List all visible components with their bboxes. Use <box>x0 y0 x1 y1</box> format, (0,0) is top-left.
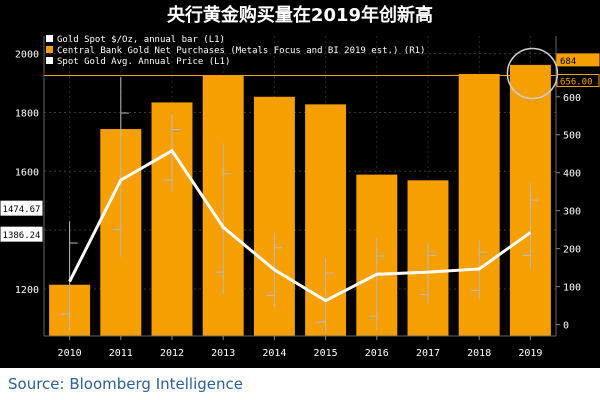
left-tick-label: 2000 <box>15 50 39 61</box>
x-tick-label: 2013 <box>211 348 235 359</box>
left-value-tag-box <box>0 200 43 216</box>
highlight-circle <box>506 47 559 100</box>
left-value-tag-box <box>0 226 43 242</box>
value-tags: 1474.67 1386.24 684 656.00 <box>0 53 600 242</box>
x-tick-label: 2011 <box>109 348 133 359</box>
right-tick-label: 600 <box>563 93 581 104</box>
range-series <box>61 77 539 334</box>
x-tick-label: 2012 <box>160 348 184 359</box>
line-series <box>68 148 532 303</box>
right-tick-label: 0 <box>563 321 569 332</box>
x-tick-label: 2019 <box>518 348 542 359</box>
source-note: Source: Bloomberg Intelligence <box>0 368 600 400</box>
right-value-tag-box <box>556 53 600 67</box>
bar-series <box>49 64 551 337</box>
right-value-tag-label: 656.00 <box>560 77 593 87</box>
highlight-circle-ring <box>506 47 559 100</box>
left-value-tag-label: 1386.24 <box>3 231 41 241</box>
right-tick-label: 100 <box>563 283 581 294</box>
legend-label: Gold Spot $/Oz, annual bar (L1) <box>57 35 225 45</box>
price-line <box>68 148 532 303</box>
right-tick-label: 300 <box>563 207 581 218</box>
left-tick-label: 1200 <box>15 285 39 296</box>
right-value-tag-label: 684 <box>560 57 576 67</box>
x-tick-label: 2016 <box>365 348 389 359</box>
legend-label: Spot Gold Avg. Annual Price (L1) <box>57 57 230 67</box>
legend-swatch <box>46 35 53 42</box>
legend: Gold Spot $/Oz, annual bar (L1)Central B… <box>46 35 425 67</box>
chart-title: 央行黄金购买量在2019年创新高 <box>0 0 600 32</box>
right-tick-label: 400 <box>563 169 581 180</box>
chart-svg: 1200140016001800200001002003004005006007… <box>0 35 600 359</box>
x-tick-label: 2010 <box>58 348 82 359</box>
left-value-tag-label: 1474.67 <box>3 205 41 215</box>
legend-swatch <box>46 46 53 53</box>
x-tick-label: 2018 <box>467 348 491 359</box>
right-tick-label: 200 <box>563 245 581 256</box>
x-tick-label: 2015 <box>314 348 338 359</box>
x-tick-label: 2017 <box>416 348 440 359</box>
left-tick-label: 1600 <box>15 167 39 178</box>
legend-swatch <box>46 57 53 64</box>
plot-panel: 1200140016001800200001002003004005006007… <box>0 32 600 368</box>
right-tick-label: 500 <box>563 131 581 142</box>
x-tick-label: 2014 <box>262 348 286 359</box>
left-tick-label: 1800 <box>15 108 39 119</box>
legend-label: Central Bank Gold Net Purchases (Metals … <box>57 46 425 56</box>
